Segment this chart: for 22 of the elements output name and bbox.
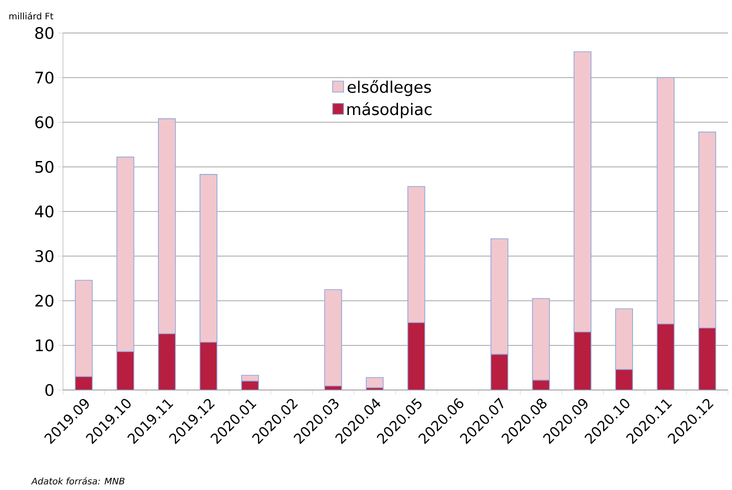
y-tick-label: 20 — [35, 294, 54, 307]
y-axis-title: milliárd Ft — [9, 12, 54, 20]
bar — [116, 351, 134, 390]
bar — [656, 324, 675, 390]
y-tick-label: 50 — [35, 160, 54, 173]
text: Adatok forrása: MNB — [31, 477, 124, 484]
y-tick-label: 10 — [36, 339, 54, 352]
y-tick-label: 70 — [36, 72, 54, 84]
bar — [75, 376, 92, 390]
y-tick-label: 0 — [45, 384, 54, 396]
legend-label: elsődleges — [348, 80, 431, 96]
y-tick-label: 30 — [35, 250, 54, 262]
bar — [490, 354, 508, 390]
bar — [158, 333, 176, 390]
y-tick-label: 40 — [34, 205, 54, 218]
bar — [574, 332, 592, 390]
bar — [200, 342, 218, 390]
bar — [407, 322, 426, 390]
bar — [698, 328, 716, 390]
legend-label: másodpiac — [347, 102, 432, 118]
y-tick-label: 60 — [35, 116, 54, 128]
y-tick-label: 80 — [35, 26, 54, 40]
